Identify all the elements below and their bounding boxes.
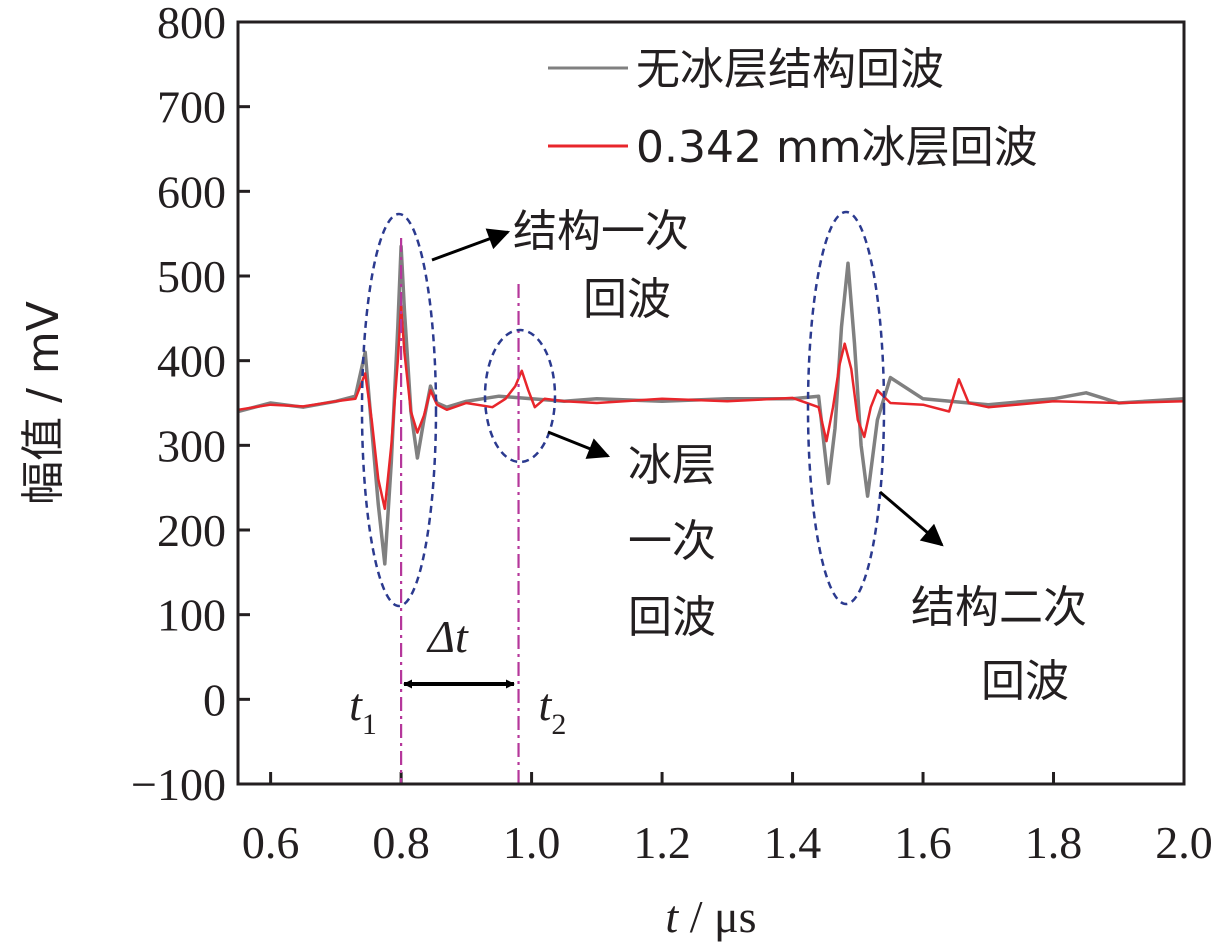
x-tick-label: 1.6 — [894, 817, 952, 868]
y-tick-label: 200 — [157, 505, 226, 556]
second-echo-annotation: 结构二次 回波 — [911, 582, 1087, 707]
y-tick-label: 700 — [157, 82, 226, 133]
second-echo-annotation-line-2: 回波 — [981, 656, 1069, 707]
second-echo-annotation-line-1: 结构二次 — [911, 582, 1087, 633]
y-tick-label: −100 — [131, 759, 226, 810]
legend: 无冰层结构回波 0.342 mm冰层回波 — [548, 44, 1038, 173]
x-tick-label: 1.0 — [503, 817, 561, 868]
legend-label-no-ice: 无冰层结构回波 — [636, 44, 944, 95]
plot-frame — [236, 20, 1186, 786]
first-echo-ellipse — [360, 212, 438, 608]
y-tick-label: 300 — [157, 420, 226, 471]
time-marker-label: t2 — [539, 679, 567, 741]
y-tick-label: 0 — [203, 674, 226, 725]
y-axis-title: 幅值 / mV — [18, 301, 69, 505]
ice-echo-annotation-line-3: 回波 — [628, 592, 716, 643]
y-tick-label: 600 — [157, 166, 226, 217]
x-tick-label: 0.6 — [242, 817, 300, 868]
series-layer — [237, 244, 1185, 566]
x-tick-label: 1.8 — [1025, 817, 1083, 868]
y-tick-label: 100 — [157, 590, 226, 641]
second-echo-pointer — [879, 490, 944, 547]
x-tick-label: 1.4 — [764, 817, 822, 868]
x-tick-label: 2.0 — [1155, 817, 1213, 868]
ice-echo-annotation-line-2: 一次 — [628, 516, 716, 567]
x-axis-ticks: 0.6 0.8 1.0 1.2 1.4 1.6 1.8 2.0 — [242, 772, 1213, 868]
x-axis-title: t / μs — [665, 891, 756, 942]
ice-echo-annotation: 冰层 一次 回波 — [628, 440, 716, 643]
time-marker-label: t1 — [349, 679, 377, 741]
y-axis-ticks: −100 0 100 200 300 400 500 600 700 800 — [131, 0, 250, 810]
y-tick-label: 800 — [157, 0, 226, 48]
second-echo-ellipse — [806, 210, 886, 606]
marker-layer: t1 t2 — [349, 238, 566, 784]
first-echo-annotation-line-1: 结构一次 — [513, 206, 689, 257]
first-echo-annotation-line-2: 回波 — [583, 274, 671, 325]
x-axis-var: t — [665, 891, 679, 942]
first-echo-annotation: 结构一次 回波 — [513, 206, 689, 325]
ice-echo-ellipse — [483, 328, 557, 464]
y-tick-label: 500 — [157, 251, 226, 302]
ice-echo-annotation-line-1: 冰层 — [628, 440, 716, 491]
x-axis-sep: / — [678, 891, 714, 942]
first-echo-pointer — [431, 228, 511, 262]
series-line-1 — [237, 304, 1185, 511]
delta-t-label: Δt — [426, 611, 469, 662]
legend-label-ice: 0.342 mm冰层回波 — [636, 122, 1038, 173]
x-tick-label: 1.2 — [633, 817, 691, 868]
x-axis-unit: μs — [714, 891, 757, 942]
x-tick-label: 0.8 — [372, 817, 430, 868]
y-tick-label: 400 — [157, 336, 226, 387]
ice-echo-pointer — [547, 430, 611, 459]
